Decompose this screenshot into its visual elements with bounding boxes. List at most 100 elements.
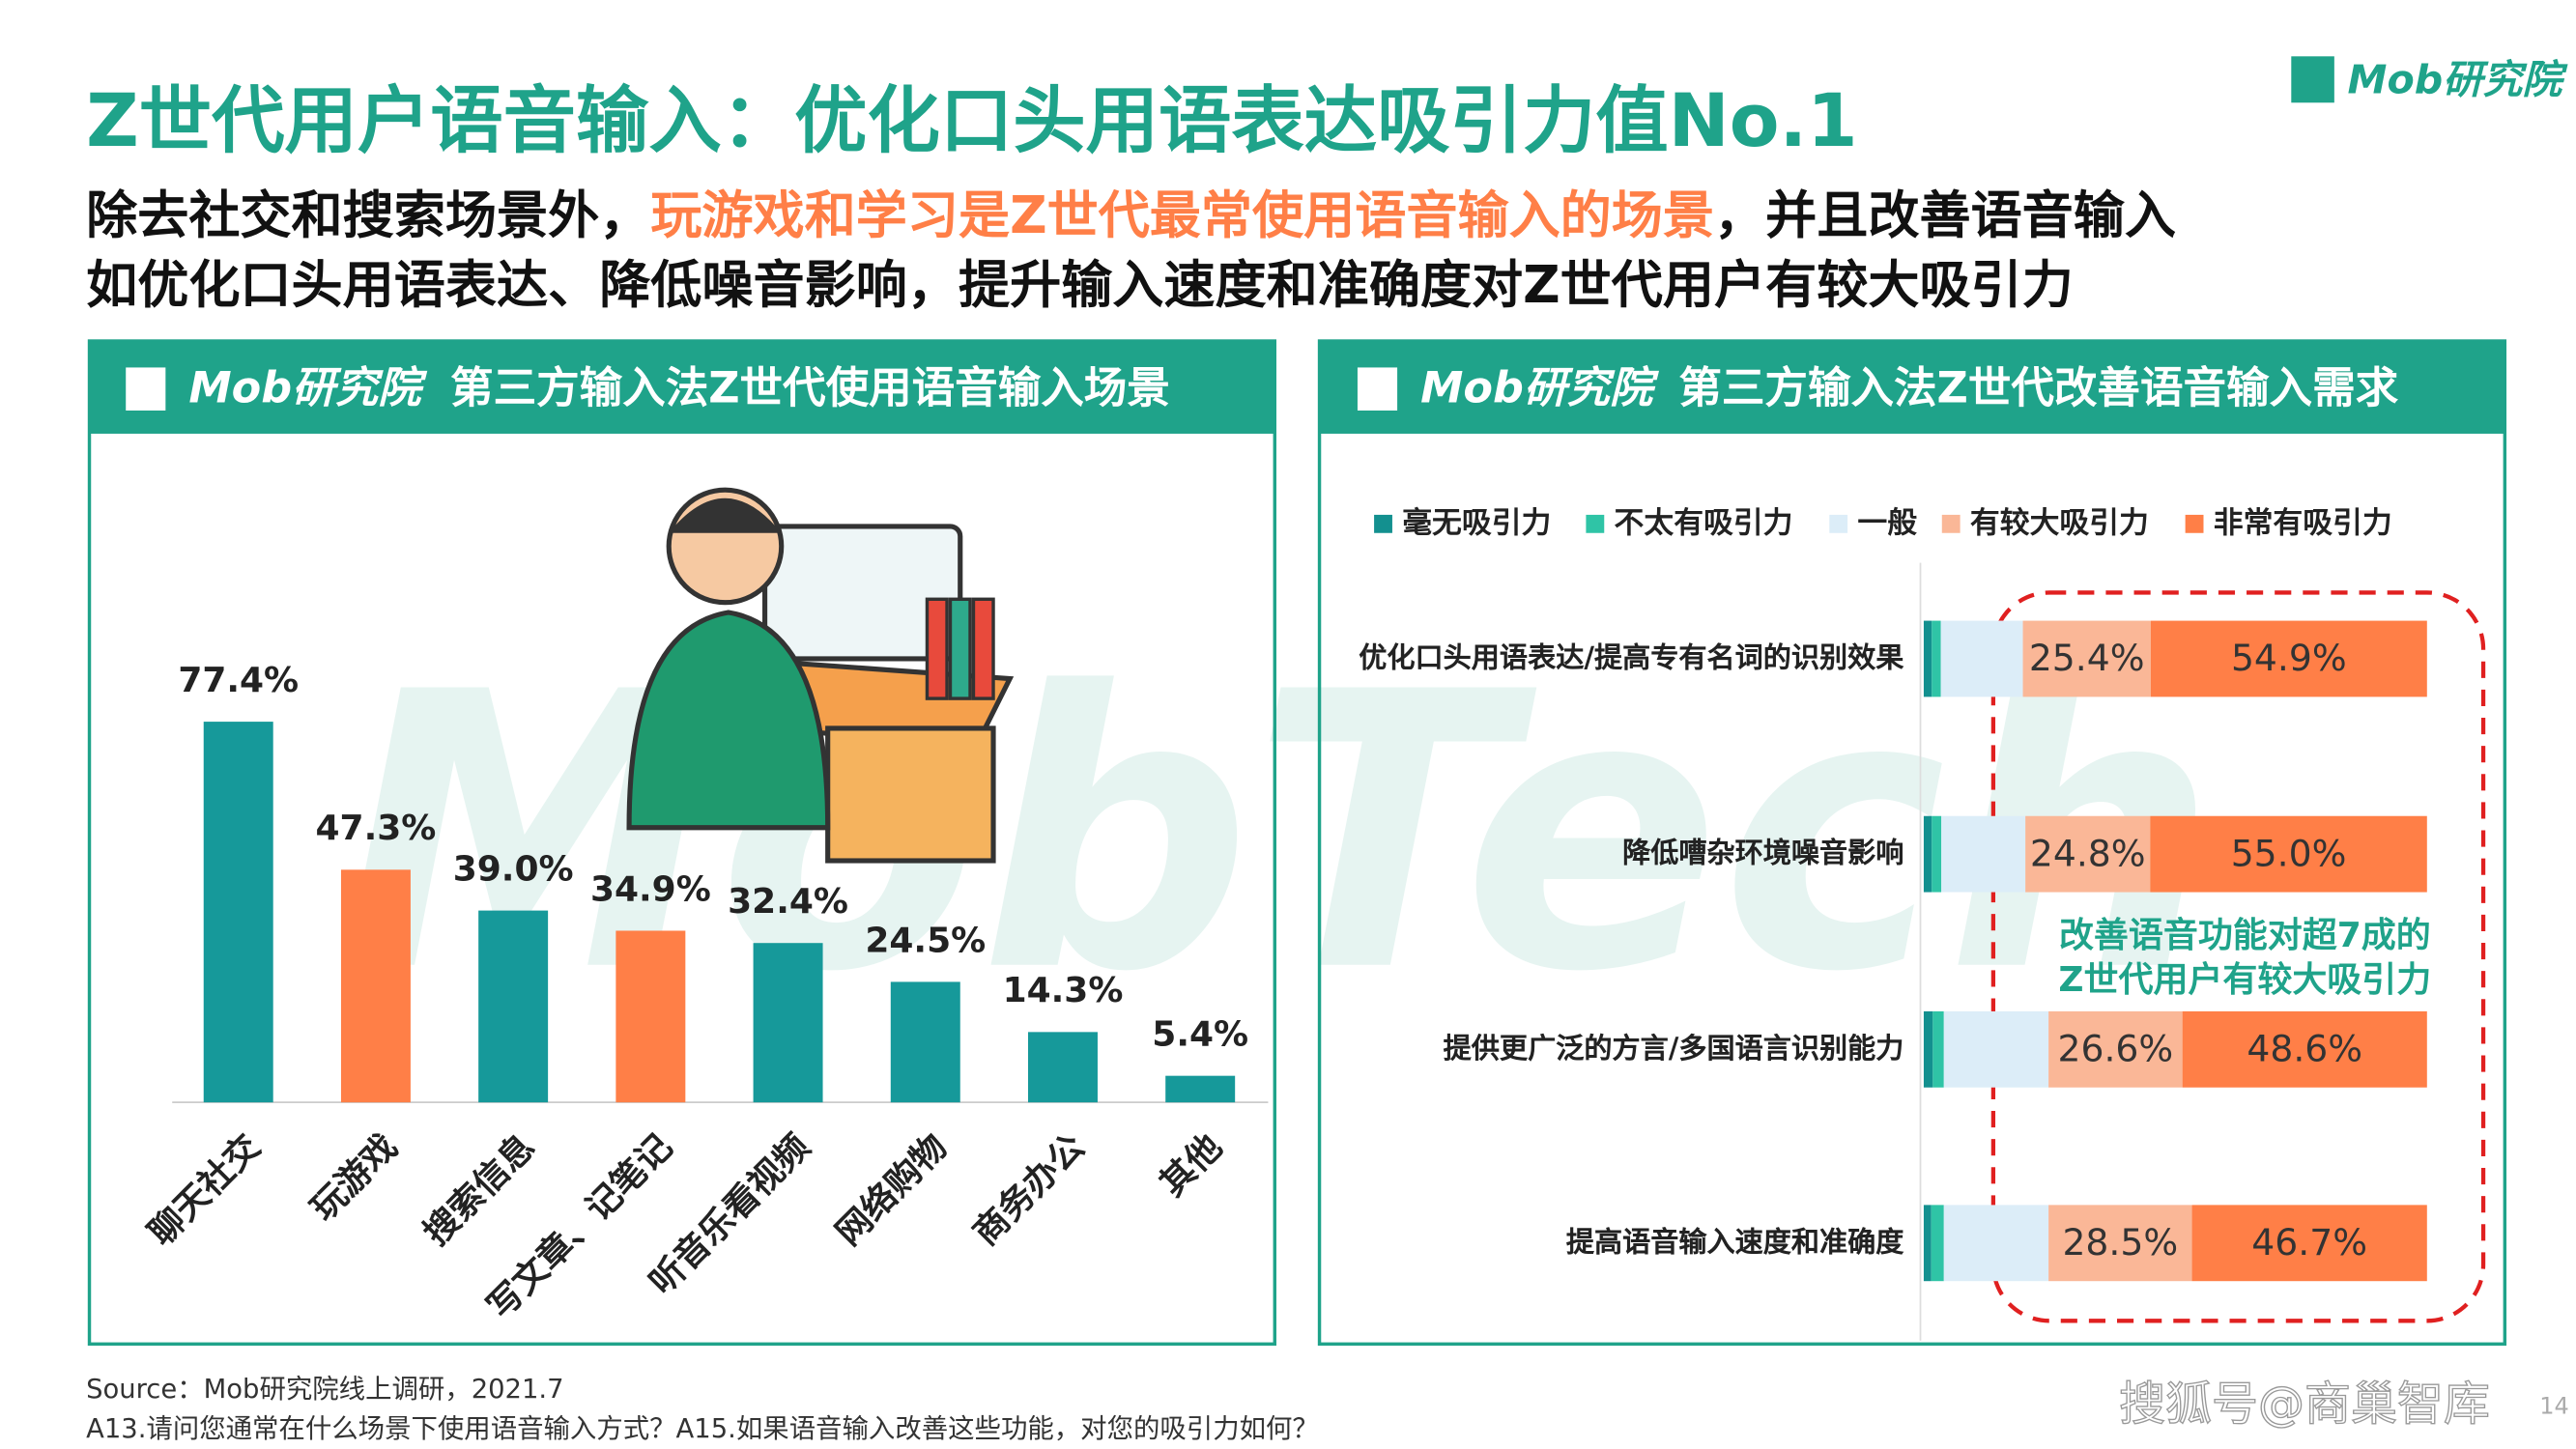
- slide-title: Z世代用户语音输入：优化口头用语表达吸引力值No.1: [86, 78, 1857, 163]
- bar-segment: [2191, 1205, 2427, 1282]
- data-label: 5.4%: [1152, 1015, 1248, 1055]
- category-box: 优化口头用语表达/提高专有名词的识别效果: [1359, 641, 1904, 676]
- bar-segment: [1923, 1205, 1932, 1282]
- data-label: 25.4%: [2029, 637, 2145, 679]
- source: A13.请问您通常在什么场景下使用语音输入方式？A15.如果语音输入改善这些功能…: [86, 1414, 1319, 1444]
- logo-icon: [126, 367, 166, 411]
- bar-segment: [1923, 1010, 1933, 1088]
- bar-segment: [1932, 620, 1941, 697]
- chart-title: 第三方输入法Z世代使用语音输入场景: [450, 362, 1170, 412]
- category-box: 降低嘈杂环境噪音影响: [1622, 838, 1904, 871]
- annotation: Z世代用户有较大吸引力: [2058, 960, 2431, 1000]
- bar-segment: [2150, 815, 2427, 893]
- bar-segment: [1931, 1205, 1944, 1282]
- subtitle: 除去社交和搜索场景外，玩游戏和学习是Z世代最常使用语音输入的场景，并且改善语音输…: [86, 185, 2176, 245]
- data-label: 46.7%: [2251, 1221, 2367, 1264]
- person: [626, 610, 831, 831]
- legend-swatch: [2185, 514, 2204, 533]
- legend-label: 毫无吸引力: [1402, 506, 1551, 541]
- subtitle-line: 如优化口头用语表达、降低噪音影响，提升输入速度和准确度对Z世代用户有较大吸引力: [86, 255, 2074, 315]
- bar-segment: [1940, 620, 2023, 697]
- legend-label: 有较大吸引力: [1970, 506, 2149, 541]
- y-tick-label: 优化口头用语表达/提高专有名词的识别效果: [1359, 641, 1904, 676]
- legend-swatch: [1586, 514, 1605, 533]
- logo: Mob研究院: [1420, 362, 1660, 412]
- data-label: 14.3%: [1003, 971, 1124, 1010]
- data-label: 47.3%: [316, 809, 437, 848]
- data-label: 48.6%: [2247, 1028, 2362, 1070]
- highlight-box: [1990, 590, 2486, 1323]
- y-tick-label: 提供更广泛的方言/多国语言识别能力: [1443, 1033, 1904, 1066]
- legend-label: 不太有吸引力: [1615, 506, 1793, 541]
- annotation: 改善语音功能对超7成的: [2059, 916, 2431, 955]
- data-label: 77.4%: [178, 661, 299, 700]
- x-tick-label: 网络购物: [828, 1126, 955, 1253]
- page-number: 14: [2539, 1392, 2569, 1419]
- data-label: 24.5%: [865, 921, 986, 960]
- bar-segment: [1923, 620, 1932, 697]
- book: [925, 597, 949, 700]
- data-label: 28.5%: [2062, 1221, 2178, 1264]
- bar-segment: [1943, 1205, 2049, 1282]
- bar: [890, 981, 960, 1103]
- subtitle-highlight: 玩游戏和学习是Z世代最常使用语音输入的场景: [650, 185, 1714, 245]
- legend-swatch: [1374, 514, 1392, 533]
- category-box: 提高语音输入速度和准确度: [1565, 1226, 1904, 1260]
- legend-label: 一般: [1857, 506, 1917, 541]
- bar: [1165, 1075, 1236, 1103]
- x-tick-label: 聊天社交: [141, 1126, 268, 1253]
- logo: Mob研究院: [188, 362, 428, 412]
- subtitle-part: 除去社交和搜索场景外，: [86, 185, 650, 245]
- subtitle-part: ，并且改善语音输入: [1714, 185, 2176, 245]
- data-label: 39.0%: [453, 849, 574, 889]
- left-header: [89, 341, 1275, 434]
- bar-segment: [2048, 1205, 2192, 1282]
- bar-segment: [2182, 1010, 2427, 1088]
- bar: [478, 910, 549, 1103]
- illustration: [626, 487, 1015, 864]
- bar-segment: [2025, 815, 2151, 893]
- data-label: 54.9%: [2231, 637, 2347, 679]
- source: Source：Mob研究院线上调研，2021.7: [86, 1375, 563, 1405]
- x-tick-label: 玩游戏: [303, 1127, 405, 1229]
- bar-segment: [2150, 620, 2427, 697]
- data-label: 24.8%: [2030, 832, 2146, 874]
- logo-icon: [2291, 56, 2334, 103]
- x-tick-label: 搜索信息: [416, 1127, 543, 1254]
- bar: [340, 869, 411, 1103]
- bar: [1028, 1032, 1098, 1103]
- x-tick-label: 其他: [1153, 1127, 1230, 1205]
- bar: [753, 943, 823, 1103]
- bar-segment: [1932, 1010, 1944, 1088]
- hair: [669, 497, 782, 533]
- watermark: 搜狐号@商巢智库: [2119, 1377, 2490, 1431]
- category-box: 提供更广泛的方言/多国语言识别能力: [1443, 1033, 1904, 1066]
- y-tick-label: 提高语音输入速度和准确度: [1565, 1226, 1904, 1260]
- legend-label: 非常有吸引力: [2214, 506, 2392, 541]
- bar-segment: [2022, 620, 2151, 697]
- drawer: [825, 725, 996, 864]
- bar-segment: [1941, 815, 2026, 893]
- monitor: [762, 524, 963, 662]
- logo-icon: [1357, 367, 1398, 411]
- chart-title: 第三方输入法Z世代改善语音输入需求: [1678, 362, 2398, 412]
- bar-segment: [1943, 1010, 2049, 1088]
- x-tick-label: 商务办公: [966, 1127, 1093, 1254]
- data-label: 34.9%: [590, 869, 711, 909]
- right-header: [1319, 341, 2505, 434]
- legend-swatch: [1941, 514, 1961, 533]
- bar: [203, 722, 273, 1103]
- bar-segment: [2048, 1010, 2183, 1088]
- data-label: 26.6%: [2058, 1028, 2174, 1070]
- data-label: 55.0%: [2231, 832, 2347, 874]
- bar-segment: [1932, 815, 1942, 893]
- data-label: 32.4%: [728, 882, 848, 922]
- book: [948, 597, 972, 700]
- y-tick-label: 降低嘈杂环境噪音影响: [1622, 838, 1904, 871]
- bar-segment: [1923, 815, 1932, 893]
- bar: [615, 930, 686, 1103]
- logo: Mob研究院: [2348, 57, 2569, 103]
- book: [971, 597, 995, 700]
- legend-swatch: [1829, 514, 1848, 533]
